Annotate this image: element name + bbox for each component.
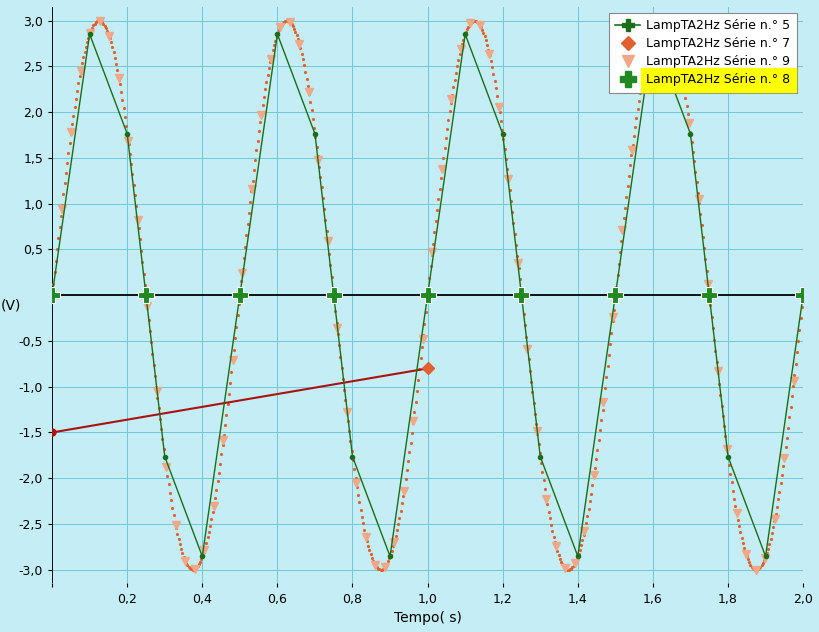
Y-axis label: (V): (V): [1, 298, 21, 312]
Legend: LampTA2Hz Série n.° 5, LampTA2Hz Série n.° 7, LampTA2Hz Série n.° 9, LampTA2Hz S: LampTA2Hz Série n.° 5, LampTA2Hz Série n…: [609, 13, 796, 93]
X-axis label: Tempo( s): Tempo( s): [393, 611, 461, 625]
